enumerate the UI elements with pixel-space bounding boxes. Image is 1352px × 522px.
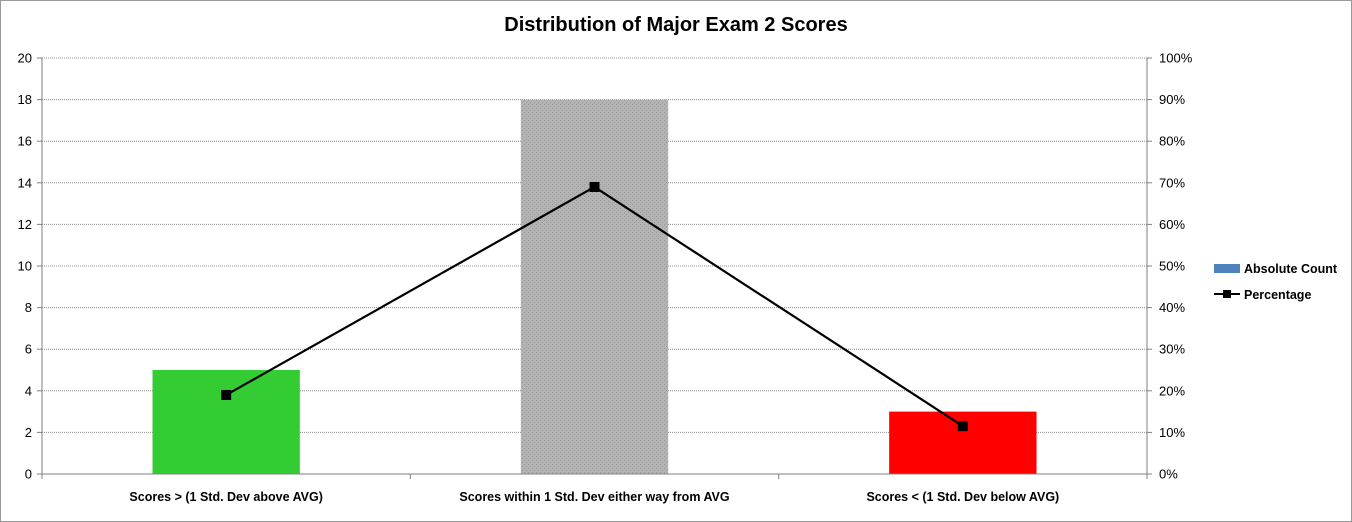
y-tick-label: 8 [25, 300, 32, 315]
y-tick-label: 6 [25, 342, 32, 357]
y2-tick-label: 0% [1159, 467, 1178, 482]
y2-tick-label: 80% [1159, 134, 1185, 149]
y-tick-label: 16 [18, 134, 32, 149]
y-tick-label: 0 [25, 467, 32, 482]
y2-tick-label: 40% [1159, 300, 1185, 315]
x-category-label: Scores < (1 Std. Dev below AVG) [866, 490, 1059, 504]
y2-tick-label: 10% [1159, 425, 1185, 440]
y-tick-label: 14 [18, 175, 32, 190]
percentage-point [221, 389, 232, 400]
y2-tick-label: 90% [1159, 92, 1185, 107]
y-tick-label: 2 [25, 425, 32, 440]
y2-tick-label: 20% [1159, 383, 1185, 398]
y-tick-label: 18 [18, 92, 32, 107]
axes-layer [37, 57, 1152, 479]
y2-tick-label: 100% [1159, 51, 1193, 66]
y2-tick-label: 50% [1159, 259, 1185, 274]
legend-label-absolute-count: Absolute Count [1244, 262, 1338, 276]
y-tick-label: 12 [18, 217, 32, 232]
line-layer [221, 181, 968, 432]
chart-title: Distribution of Major Exam 2 Scores [504, 14, 848, 36]
percentage-point [589, 181, 600, 192]
y2-tick-label: 70% [1159, 175, 1185, 190]
legend-marker-percentage [1223, 290, 1231, 298]
y-tick-label: 20 [18, 51, 32, 66]
y-tick-label: 10 [18, 259, 32, 274]
x-category-label: Scores > (1 Std. Dev above AVG) [129, 490, 322, 504]
legend-layer: Absolute Count Percentage [1214, 262, 1338, 302]
y2-tick-label: 30% [1159, 342, 1185, 357]
bar [520, 99, 669, 474]
legend-label-percentage: Percentage [1244, 288, 1311, 302]
y2-tick-label: 60% [1159, 217, 1185, 232]
y-tick-label: 4 [25, 383, 32, 398]
bar [889, 411, 1037, 474]
legend-swatch-absolute-count [1214, 264, 1240, 273]
percentage-point [957, 421, 968, 432]
labels-layer: 0 2 4 6 8 10 12 14 16 18 20 0% 10% 20% 30% 40% 50% 60% 70%… [18, 51, 1193, 505]
x-category-label: Scores within 1 Std. Dev either way from… [459, 490, 729, 504]
bar [152, 370, 300, 474]
